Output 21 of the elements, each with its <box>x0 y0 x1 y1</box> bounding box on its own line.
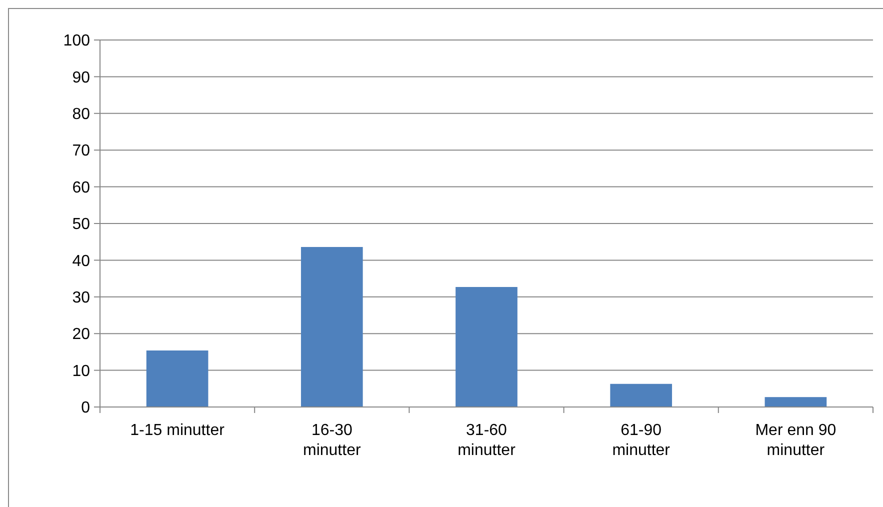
y-tick-label: 90 <box>72 69 90 86</box>
y-tick-label: 50 <box>72 216 90 234</box>
y-tick-label: 100 <box>63 32 90 50</box>
bar <box>300 246 363 407</box>
bar <box>146 350 208 407</box>
x-tick-label: 61-90 minutter <box>612 422 671 459</box>
y-tick-label: 40 <box>72 252 90 270</box>
y-tick-label: 80 <box>72 106 90 123</box>
x-tick-label: 31-60 minutter <box>458 422 516 459</box>
y-tick-label: 30 <box>72 290 90 306</box>
x-tick-label: 16-30 minutter <box>303 422 362 459</box>
bar <box>456 286 518 407</box>
y-tick-label: 0 <box>81 400 90 417</box>
x-tick-label: Mer enn 90 minutter <box>755 422 836 459</box>
bar <box>610 384 672 407</box>
y-tick-label: 20 <box>72 326 90 344</box>
bar <box>764 397 827 407</box>
y-tick-label: 10 <box>72 362 90 380</box>
x-tick-label: 1-15 minutter <box>130 422 226 439</box>
y-tick-label: 60 <box>72 179 90 196</box>
y-tick-label: 70 <box>72 142 90 160</box>
